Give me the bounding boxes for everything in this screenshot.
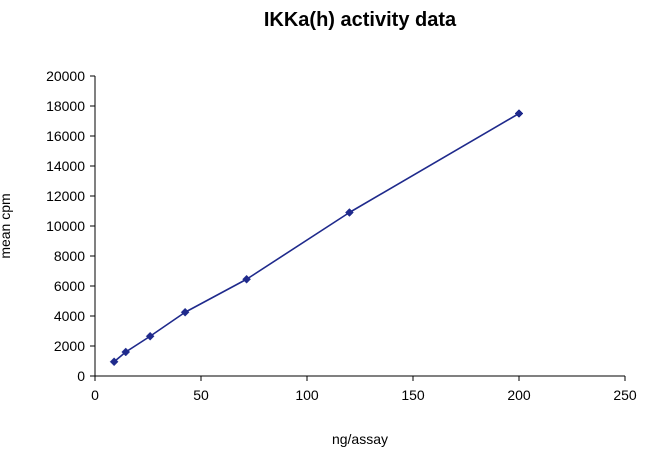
y-tick-label: 10000 (46, 218, 85, 234)
y-tick-label: 8000 (54, 248, 85, 264)
x-tick-label: 50 (193, 387, 209, 403)
data-point (180, 307, 190, 317)
y-tick-label: 16000 (46, 128, 85, 144)
y-tick-label: 4000 (54, 308, 85, 324)
data-point (345, 208, 354, 217)
data-point (145, 331, 155, 341)
series-line (113, 112, 520, 363)
x-tick-label: 200 (507, 387, 531, 403)
x-axis-ticks: 0 50 100 150 200 250 (91, 376, 637, 403)
y-tick-label: 2000 (54, 338, 85, 354)
data-point (514, 109, 524, 118)
data-point (242, 274, 251, 284)
y-axis-label: mean cpm (0, 193, 13, 258)
x-axis-label: ng/assay (332, 431, 388, 447)
plot-frame (94, 76, 625, 377)
y-tick-label: 6000 (54, 278, 85, 294)
data-point (121, 347, 131, 357)
x-tick-label: 250 (613, 387, 637, 403)
y-tick-label: 18000 (46, 98, 85, 114)
data-point (109, 357, 119, 367)
y-tick-label: 12000 (46, 188, 85, 204)
y-tick-label: 14000 (46, 158, 85, 174)
x-tick-label: 100 (295, 387, 319, 403)
x-tick-label: 150 (401, 387, 425, 403)
y-tick-label: 0 (77, 368, 85, 384)
y-tick-label: 20000 (46, 68, 85, 84)
y-axis-ticks: 0 2000 4000 6000 8000 10000 12000 14000 16000 180… (46, 68, 95, 384)
x-tick-label: 0 (91, 387, 99, 403)
series-layer (109, 109, 524, 367)
chart-title: IKKa(h) activity data (264, 9, 457, 31)
